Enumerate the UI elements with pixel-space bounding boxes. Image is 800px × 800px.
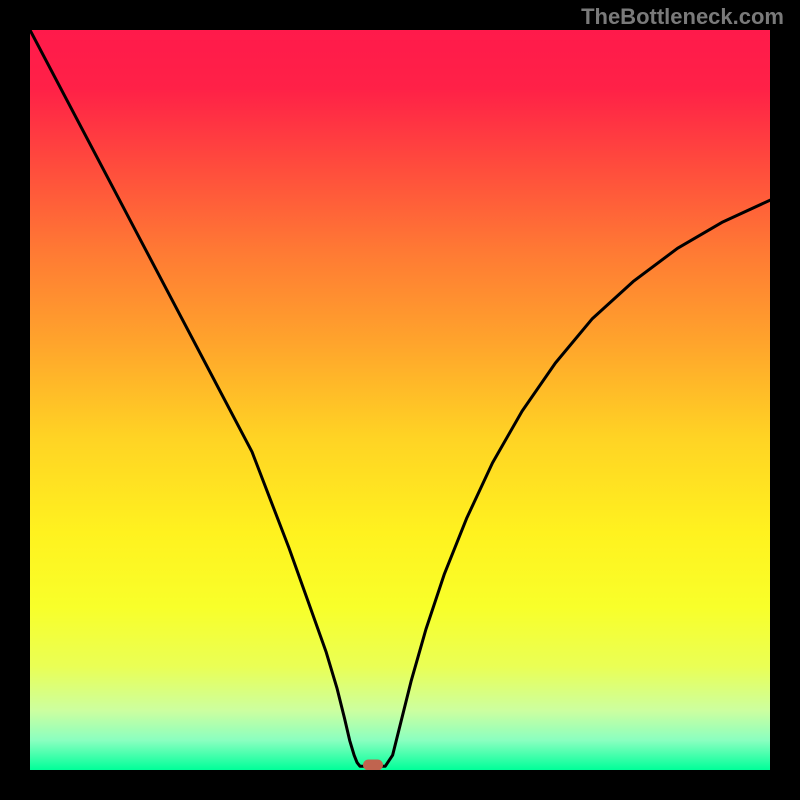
bottleneck-curve <box>30 30 770 770</box>
chart-plot-area <box>30 30 770 770</box>
watermark-text: TheBottleneck.com <box>581 4 784 30</box>
minimum-marker <box>363 759 383 770</box>
